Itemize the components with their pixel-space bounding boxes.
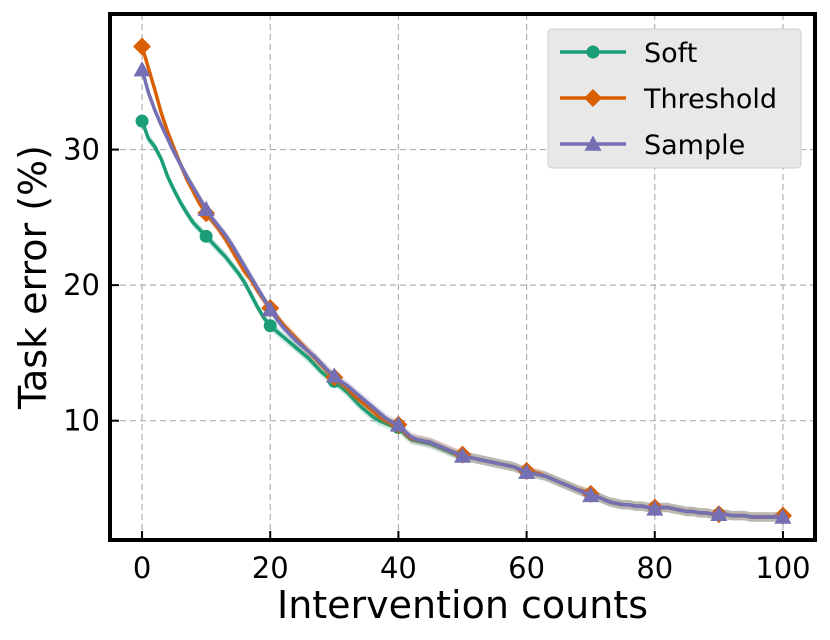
x-tick-label: 0	[133, 551, 151, 585]
legend-item-sample: Sample	[560, 130, 745, 161]
marker-soft	[199, 229, 213, 243]
marker-soft	[135, 114, 149, 128]
marker-soft	[263, 319, 277, 333]
marker-sample	[454, 447, 471, 463]
legend-box	[547, 28, 802, 169]
x-tick-label: 40	[380, 551, 417, 585]
legend-marker-soft	[586, 45, 600, 59]
y-axis-label: Task error (%)	[11, 145, 55, 410]
marker-sample	[710, 505, 728, 522]
grid	[110, 14, 815, 540]
legend-label-soft: Soft	[644, 38, 697, 69]
y-tick-label: 10	[63, 404, 100, 438]
marker-sample	[518, 463, 536, 480]
y-tick-label: 20	[63, 268, 100, 302]
marker-sample	[133, 61, 151, 77]
axis-ticks: 0 20 40 60 80 100 10 20 30	[63, 133, 811, 585]
legend-marker-threshold	[584, 89, 602, 107]
legend-marker-sample	[584, 135, 602, 151]
x-tick-label: 60	[508, 551, 545, 585]
x-axis-label: Intervention counts	[277, 583, 648, 627]
marker-sample	[774, 508, 792, 524]
marker-sample	[197, 200, 215, 217]
legend-label-sample: Sample	[644, 130, 745, 161]
marker-sample	[582, 486, 600, 503]
legend: Soft Threshold Sample	[547, 28, 802, 169]
marker-sample	[325, 367, 343, 383]
series-sample	[133, 61, 792, 524]
marker-sample	[646, 500, 664, 516]
plot-frame	[108, 12, 817, 542]
y-tick-label: 30	[63, 133, 100, 167]
legend-item-soft: Soft	[560, 38, 697, 69]
x-tick-label: 20	[252, 551, 289, 585]
marker-sample	[261, 301, 279, 317]
x-tick-label: 80	[636, 551, 673, 585]
marker-threshold	[133, 37, 152, 56]
x-tick-label: 100	[755, 551, 810, 585]
legend-item-threshold: Threshold	[560, 84, 777, 115]
series-layer	[133, 37, 792, 525]
legend-label-threshold: Threshold	[643, 84, 777, 115]
marker-sample	[389, 416, 407, 432]
